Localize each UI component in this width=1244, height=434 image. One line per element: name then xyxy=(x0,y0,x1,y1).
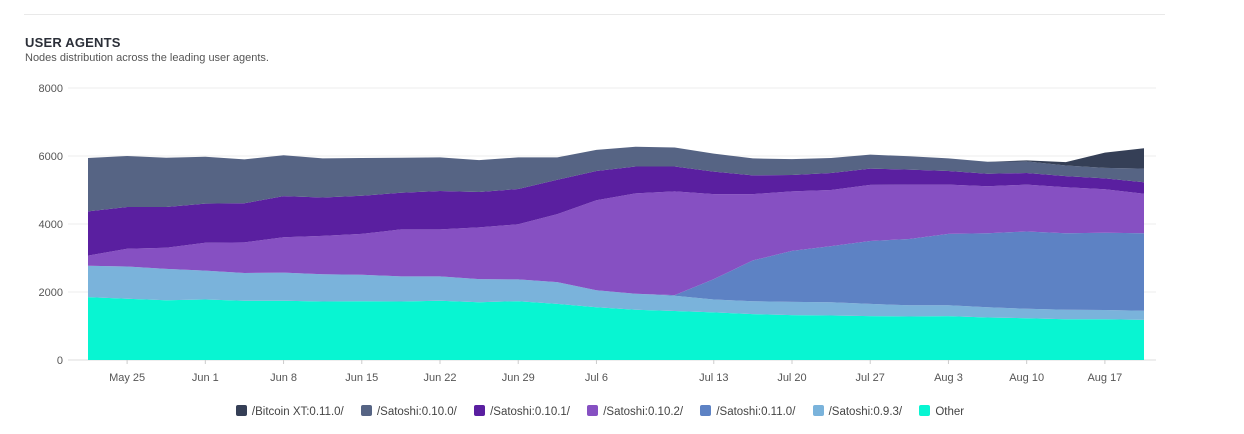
legend-swatch xyxy=(919,405,931,416)
x-tick-label: Jun 1 xyxy=(192,372,219,384)
area-series-satoshi-0-10-0[interactable] xyxy=(88,146,1144,212)
x-tick-label: Jul 13 xyxy=(699,372,728,384)
legend-item-satoshi-0-11-0[interactable]: /Satoshi:0.11.0/ xyxy=(700,405,795,418)
legend-item-satoshi-0-10-2[interactable]: /Satoshi:0.10.2/ xyxy=(587,405,683,418)
y-tick-label: 4000 xyxy=(39,219,63,231)
legend-swatch xyxy=(474,405,486,416)
legend-swatch xyxy=(587,405,599,416)
chart-subtitle: Nodes distribution across the leading us… xyxy=(25,52,269,64)
top-divider xyxy=(24,14,1165,15)
x-tick-label: Jun 22 xyxy=(423,372,456,384)
area-series-satoshi-0-11-0[interactable] xyxy=(88,231,1144,311)
user-agents-chart: 0 2000 4000 6000 8000 May 25 Jun 1 Jun 8 Jun 15 J… xyxy=(39,83,1156,384)
chart-legend: /Bitcoin XT:0.11.0/ /Satoshi:0.10.0/ /Sa… xyxy=(0,405,1200,418)
legend-swatch xyxy=(360,405,372,416)
legend-swatch xyxy=(812,405,824,416)
legend-item-satoshi-0-10-0[interactable]: /Satoshi:0.10.0/ xyxy=(360,405,457,418)
area-series-satoshi-0-10-2[interactable] xyxy=(88,184,1144,296)
x-tick-label: May 25 xyxy=(109,372,145,384)
legend-swatch xyxy=(235,405,247,416)
x-tick-label: Jun 8 xyxy=(270,372,297,384)
y-tick-label: 0 xyxy=(57,355,63,367)
legend-label: /Bitcoin XT:0.11.0/ xyxy=(251,406,344,418)
legend-label: /Satoshi:0.10.1/ xyxy=(490,406,570,418)
legend-swatch xyxy=(700,405,712,416)
legend-label: Other xyxy=(935,406,965,418)
legend-label: /Satoshi:0.10.2/ xyxy=(603,406,684,418)
legend-item-satoshi-0-10-1[interactable]: /Satoshi:0.10.1/ xyxy=(474,405,570,418)
legend-item-satoshi-0-9-3[interactable]: /Satoshi:0.9.3/ xyxy=(812,405,903,418)
area-series-other[interactable] xyxy=(88,297,1144,360)
legend-label: /Satoshi:0.9.3/ xyxy=(828,406,903,418)
x-tick-label: Jul 20 xyxy=(777,372,806,384)
y-tick-label: 2000 xyxy=(39,287,63,299)
legend-label: /Satoshi:0.10.0/ xyxy=(376,406,457,418)
x-tick-label: Aug 17 xyxy=(1087,372,1122,384)
x-tick-label: Aug 3 xyxy=(934,372,963,384)
x-tick-label: Jul 6 xyxy=(585,372,608,384)
legend-item-other[interactable]: Other xyxy=(919,405,964,418)
legend-item-bitcoin-xt-0-11-0[interactable]: /Bitcoin XT:0.11.0/ xyxy=(235,405,344,418)
y-tick-label: 8000 xyxy=(39,83,63,95)
legend-label: /Satoshi:0.11.0/ xyxy=(716,406,796,418)
area-series-satoshi-0-9-3[interactable] xyxy=(88,265,1144,320)
chart-title: USER AGENTS xyxy=(25,35,121,50)
x-tick-label: Aug 10 xyxy=(1009,372,1044,384)
x-tick-label: Jun 29 xyxy=(502,372,535,384)
x-tick-label: Jun 15 xyxy=(345,372,378,384)
x-tick-label: Jul 27 xyxy=(856,372,885,384)
area-series-satoshi-0-10-1[interactable] xyxy=(88,166,1144,256)
y-tick-label: 6000 xyxy=(39,151,63,163)
